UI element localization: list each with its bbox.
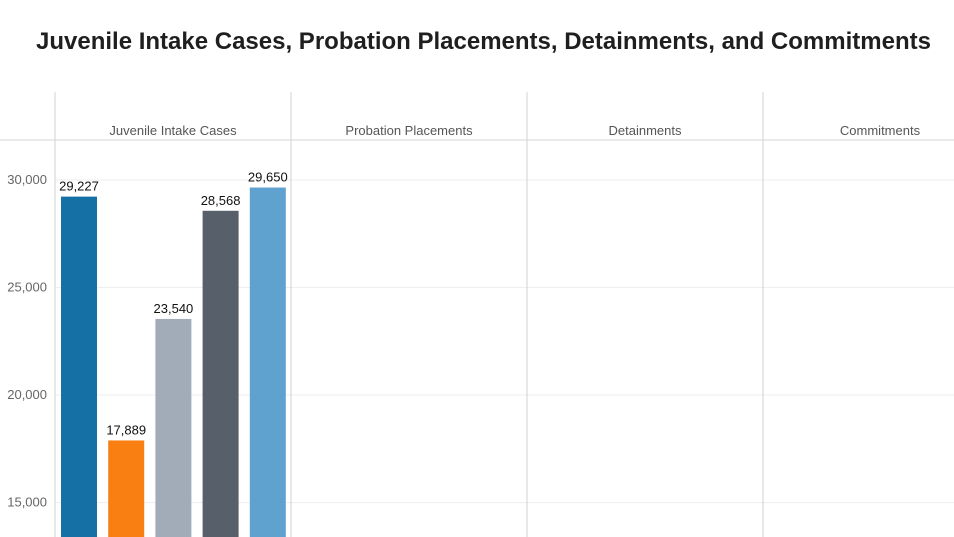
- panel-header: Detainments: [609, 123, 682, 138]
- bar-data-label: 23,540: [154, 301, 194, 316]
- y-axis: 30,000 25,000 20,000 15,000: [7, 172, 47, 510]
- bar-data-label: 28,568: [201, 193, 241, 208]
- panel-header: Probation Placements: [345, 123, 473, 138]
- bar: [155, 318, 192, 537]
- bar-data-label: 17,889: [106, 422, 146, 437]
- bar-data-label: 29,227: [59, 179, 99, 194]
- panel-header: Commitments: [840, 123, 921, 138]
- bar: [108, 440, 145, 537]
- y-tick-label: 25,000: [7, 280, 47, 295]
- chart-title: Juvenile Intake Cases, Probation Placeme…: [36, 28, 931, 55]
- y-tick-label: 15,000: [7, 495, 47, 510]
- bar: [61, 196, 97, 537]
- y-tick-label: 20,000: [7, 387, 47, 402]
- panel-header: Juvenile Intake Cases: [109, 123, 237, 138]
- bars: 29,227 17,889 23,540 28,568 29,650: [59, 170, 288, 537]
- bar: [202, 210, 239, 537]
- y-tick-label: 30,000: [7, 172, 47, 187]
- bar-data-label: 29,650: [248, 170, 288, 185]
- bar: [249, 187, 286, 537]
- panels: Juvenile Intake Cases Probation Placement…: [54, 92, 921, 537]
